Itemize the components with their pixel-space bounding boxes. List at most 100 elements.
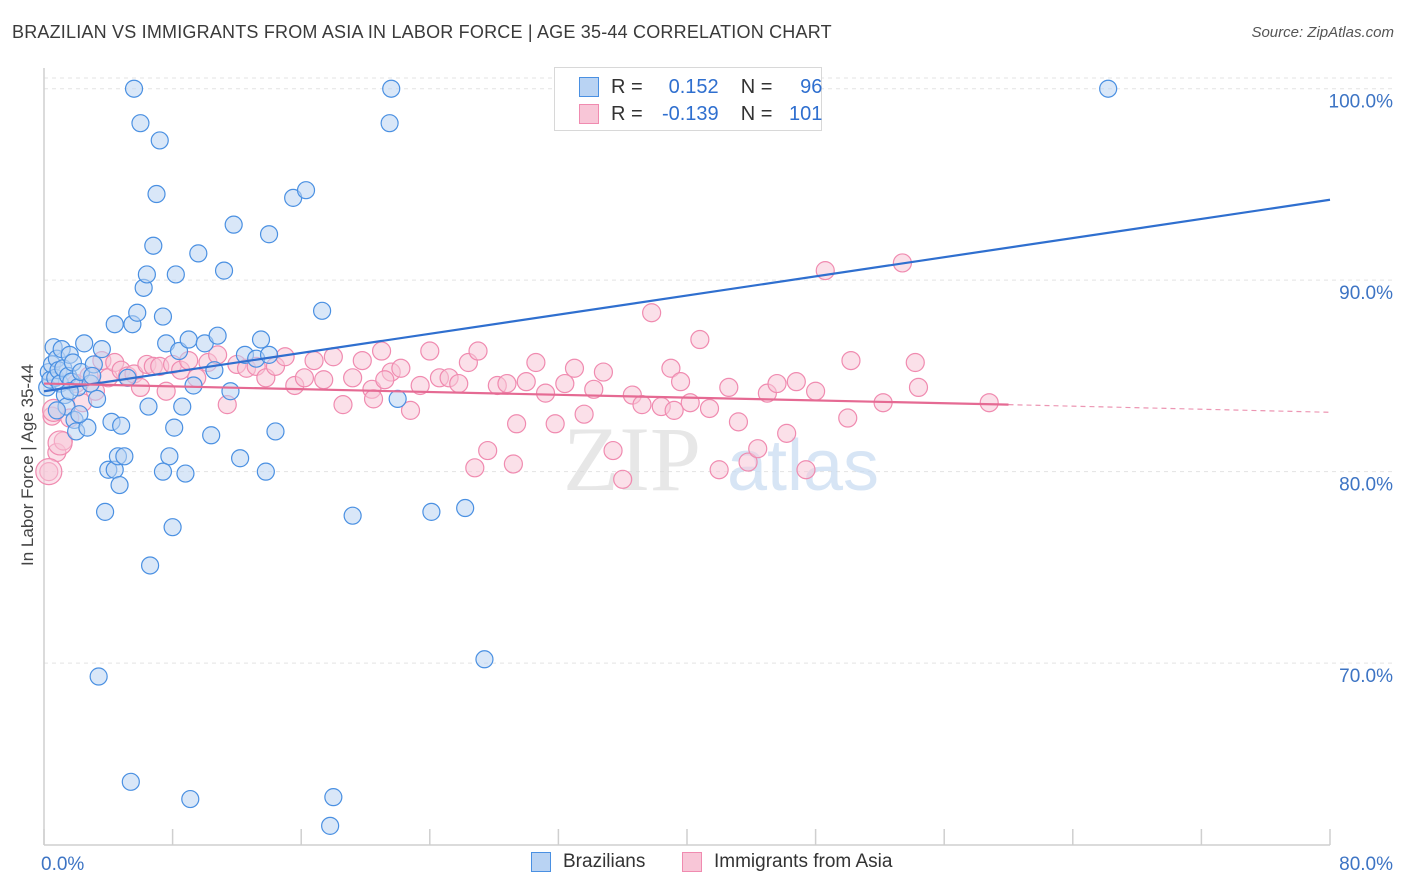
pink-point — [642, 303, 662, 323]
legend-swatch-blue — [579, 77, 599, 97]
y-tick-label: 80.0% — [1339, 475, 1393, 496]
blue-point — [456, 498, 475, 518]
blue-point — [296, 181, 316, 200]
blue-point — [121, 772, 140, 791]
legend-label: Brazilians — [563, 851, 646, 872]
pink-point — [767, 373, 787, 394]
pink-point — [841, 350, 861, 371]
r-label: R = — [611, 75, 643, 98]
blue-point — [75, 334, 94, 353]
blue-point — [128, 303, 147, 322]
blue-point — [95, 502, 115, 521]
pink-point — [391, 358, 411, 378]
blue-point — [166, 265, 185, 284]
blue-point — [139, 397, 158, 416]
blue-point — [202, 426, 221, 445]
pink-point — [690, 329, 710, 350]
r-value: -0.139 — [661, 102, 719, 125]
blue-point — [160, 447, 179, 466]
n-value: 96 — [800, 75, 823, 98]
blue-point — [1099, 79, 1118, 98]
n-label: N = — [740, 75, 773, 98]
pink-point — [805, 381, 826, 401]
series-legend: Brazilians Immigrants from Asia — [0, 851, 1406, 877]
pink-point — [507, 414, 527, 434]
blue-point — [110, 475, 129, 495]
pink-point — [574, 404, 594, 424]
trend-lines — [43, 198, 1331, 413]
legend-item-brazilians[interactable]: Brazilians — [531, 851, 645, 873]
pink-point — [670, 372, 691, 392]
legend-label: Immigrants from Asia — [714, 851, 893, 872]
pink-point — [449, 373, 469, 394]
legend-swatch-pink — [682, 852, 702, 872]
blue-point — [231, 449, 250, 468]
legend-row-brazilians: R = 0.152 N = 96 — [579, 75, 822, 99]
pink-point — [632, 395, 652, 415]
blue-point — [176, 464, 195, 483]
blue-point — [259, 225, 279, 244]
pink-point — [410, 375, 430, 396]
blue-point — [131, 114, 150, 133]
blue-point — [189, 244, 208, 263]
blue-point — [256, 462, 275, 481]
pink-point — [497, 373, 517, 394]
pink-point — [545, 414, 565, 434]
n-label: N = — [740, 102, 773, 125]
blue-point — [70, 405, 89, 424]
n-value: 101 — [789, 102, 823, 125]
blue-point — [124, 79, 144, 98]
pink-point — [555, 373, 575, 394]
pink-point — [786, 372, 806, 392]
blue-point — [312, 301, 332, 320]
pink-point — [465, 458, 485, 478]
blue-point — [78, 418, 97, 437]
blue-point — [324, 788, 343, 807]
pink-point — [304, 350, 324, 371]
pink-point — [796, 460, 816, 480]
blue-point — [251, 330, 271, 349]
pink-point — [371, 341, 392, 361]
blue-point — [112, 416, 131, 435]
pink-point — [593, 362, 614, 382]
pink-point-large — [47, 430, 73, 456]
blue-point — [105, 315, 124, 334]
pink-point — [661, 358, 681, 378]
pink-point — [363, 389, 384, 409]
blue-point — [173, 397, 192, 416]
blue-point — [87, 389, 107, 408]
blue-point — [343, 506, 362, 525]
blue-point — [380, 114, 399, 133]
blue-point — [208, 326, 227, 345]
pink-point — [526, 352, 546, 373]
blue-point — [150, 131, 169, 150]
trend-line-immigrants — [43, 382, 1009, 406]
blue-point — [422, 502, 441, 521]
blue-point — [382, 79, 401, 98]
blue-point — [89, 667, 108, 686]
pink-point — [156, 381, 176, 401]
pink-point — [314, 370, 334, 390]
pink-point — [535, 383, 556, 403]
legend-item-immigrants-from-asia[interactable]: Immigrants from Asia — [682, 851, 892, 873]
blue-point — [153, 462, 173, 481]
pink-point — [503, 454, 523, 474]
pink-point — [719, 377, 739, 398]
chart-title: BRAZILIAN VS IMMIGRANTS FROM ASIA IN LAB… — [12, 22, 832, 42]
blue-point — [115, 447, 134, 466]
blue-point — [137, 265, 156, 284]
y-tick-label: 90.0% — [1339, 283, 1393, 304]
blue-point — [179, 330, 198, 349]
r-value: 0.152 — [668, 75, 719, 98]
y-tick-label: 70.0% — [1339, 666, 1393, 687]
blue-point — [92, 340, 111, 359]
legend-swatch-blue — [531, 852, 551, 872]
correlation-legend: R = 0.152 N = 96 R = -0.139 N = 101 — [554, 67, 822, 131]
pink-point — [343, 368, 363, 388]
blue-point — [221, 382, 240, 401]
pink-point — [468, 341, 488, 361]
pink-point — [664, 400, 684, 420]
blue-point — [165, 418, 184, 437]
blue-point — [153, 307, 173, 326]
